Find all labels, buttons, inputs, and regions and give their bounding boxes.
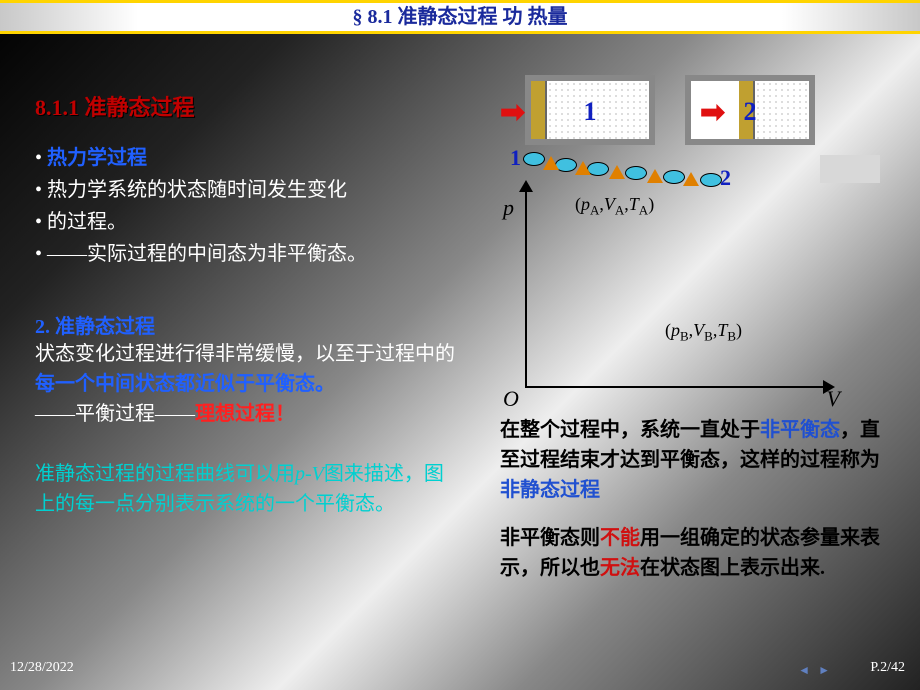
arrowhead-icon (519, 180, 533, 192)
direction-triangle-icon (647, 169, 663, 183)
slide-root: § 8.1 准静态过程 功 热量 8.1.1 准静态过程 热力学过程 热力学系统… (0, 0, 920, 690)
axis-label-p: p (503, 195, 514, 221)
pv-graph: p V O (pA,VA,TA) (pB,VB,TB) 1 2 (505, 170, 835, 400)
text-span: 在状态图上表示出来. (640, 557, 825, 579)
sec2-para1: 状态变化过程进行得非常缓慢，以至于过程中的每一个中间状态都近似于平衡态。 (35, 339, 455, 399)
text-span: 状态变化过程进行得非常缓慢，以至于过程中的 (35, 343, 455, 365)
direction-triangle-icon (543, 156, 559, 170)
text-span: ——平衡过程—— (35, 403, 195, 425)
direction-triangle-icon (609, 165, 625, 179)
highlight-blue: 非静态过程 (500, 479, 600, 501)
right-para1: 在整个过程中，系统一直处于非平衡态，直至过程结束才达到平衡态，这样的过程称为非静… (500, 415, 885, 505)
force-arrow-icon: ➡ (700, 95, 725, 130)
axis-label-v: V (827, 386, 840, 412)
right-text-block: 在整个过程中，系统一直处于非平衡态，直至过程结束才达到平衡态，这样的过程称为非静… (500, 415, 885, 583)
page-number: P.2/42 (870, 660, 905, 676)
axis-label-origin: O (503, 386, 519, 412)
highlight-red: 理想过程！ (195, 403, 295, 425)
highlight-red: 不能 (600, 527, 640, 549)
footer-date: 12/28/2022 (10, 660, 74, 676)
sec2-para2: ——平衡过程——理想过程！ (35, 399, 455, 429)
sec2-para3: 准静态过程的过程曲线可以用p-V图来描述，图上的每一点分别表示系统的一个平衡态。 (35, 459, 455, 519)
sec2-heading: 2. 准静态过程 (35, 310, 455, 339)
highlight-red: 无法 (600, 557, 640, 579)
path-endpoint-label: 1 (510, 145, 521, 171)
bullet-label: 热力学过程 (47, 147, 147, 169)
highlight-blue: 非平衡态 (760, 419, 840, 441)
axis-x (525, 386, 830, 388)
cylinder-label: 1 (531, 97, 649, 127)
axis-y (525, 190, 527, 388)
force-arrow-icon: ➡ (500, 95, 525, 130)
cylinder-1: 1 (525, 75, 655, 145)
state-ellipse-icon (625, 166, 647, 180)
point-a-label: (pA,VA,TA) (575, 194, 654, 219)
section-2: 2. 准静态过程 状态变化过程进行得非常缓慢，以至于过程中的每一个中间状态都近似… (35, 310, 455, 519)
direction-triangle-icon (575, 161, 591, 175)
state-ellipse-icon (663, 170, 685, 184)
slide-title: § 8.1 准静态过程 功 热量 (0, 0, 920, 34)
highlight-blue: 每一个中间状态都近似于平衡态。 (35, 373, 335, 395)
state-ellipse-icon (700, 173, 722, 187)
text-span: 非平衡态则 (500, 527, 600, 549)
state-ellipse-icon (523, 152, 545, 166)
direction-triangle-icon (683, 172, 699, 186)
right-para2: 非平衡态则不能用一组确定的状态参量来表示，所以也无法在状态图上表示出来. (500, 523, 885, 583)
prev-button[interactable]: ◄ (798, 663, 810, 678)
footer: 12/28/2022 ◄ ► P.2/42 (0, 660, 920, 684)
point-b-label: (pB,VB,TB) (665, 320, 742, 345)
next-button[interactable]: ► (818, 663, 830, 678)
text-span: 在整个过程中，系统一直处于 (500, 419, 760, 441)
highlight-cyan: 准静态过程的过程曲线可以用 (35, 463, 295, 485)
formula-pv: p-V (295, 463, 324, 485)
